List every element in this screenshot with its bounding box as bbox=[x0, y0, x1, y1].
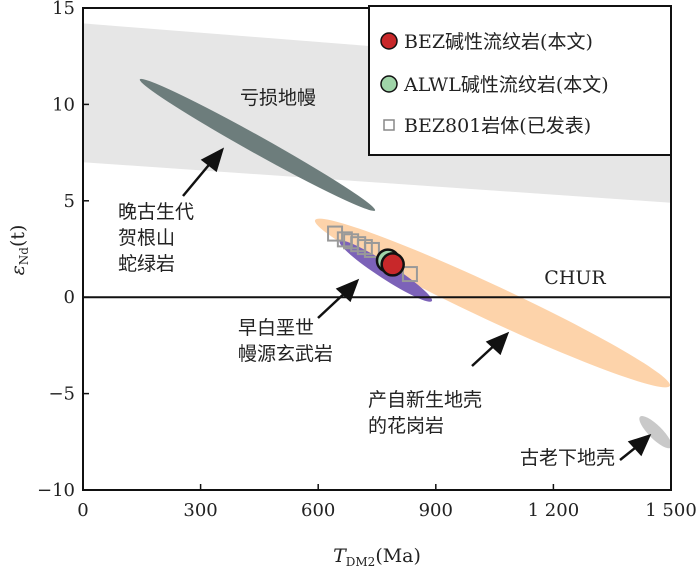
region-c9c9c9 bbox=[639, 416, 671, 449]
y-tick-label: −5 bbox=[48, 384, 75, 405]
legend-marker-bez bbox=[380, 32, 398, 50]
label-ophiolite-2: 贺根山 bbox=[118, 227, 175, 249]
chur-label: CHUR bbox=[544, 267, 606, 289]
y-axis-label: εNd(t) bbox=[7, 225, 31, 276]
region-6d7d7c bbox=[139, 78, 376, 211]
legend-label-bez: BEZ碱性流纹岩(本文) bbox=[404, 31, 593, 53]
legend-label-bez801: BEZ801岩体(已发表) bbox=[404, 115, 591, 137]
axis-ticks: 0 300 600 900 1 200 1 500 −10 −5 0 5 10 15 bbox=[37, 0, 697, 521]
label-basalt-2: 幔源玄武岩 bbox=[238, 343, 333, 365]
point-bez bbox=[380, 252, 405, 277]
point-bez801 bbox=[363, 241, 380, 258]
label-juvenile-2: 的花岗岩 bbox=[368, 415, 444, 437]
x-tick-label: 600 bbox=[301, 500, 335, 521]
data-points bbox=[327, 225, 418, 283]
x-tick-label: 0 bbox=[77, 500, 88, 521]
x-tick-label: 300 bbox=[183, 500, 217, 521]
legend-marker-alwl bbox=[380, 75, 398, 93]
label-ophiolite-1: 晚古生代 bbox=[118, 201, 194, 223]
legend: BEZ碱性流纹岩(本文) ALWL碱性流纹岩(本文) BEZ801岩体(已发表) bbox=[368, 5, 672, 156]
x-tick-label: 1 200 bbox=[528, 500, 580, 521]
x-tick-label: 900 bbox=[419, 500, 453, 521]
legend-label-alwl: ALWL碱性流纹岩(本文) bbox=[403, 74, 609, 96]
label-basalt-1: 早白垩世 bbox=[238, 317, 314, 339]
legend-marker-bez801 bbox=[383, 119, 395, 131]
point-bez801 bbox=[401, 266, 418, 283]
label-lower-crust: 古老下地壳 bbox=[520, 447, 615, 469]
x-axis-label: TDM2(Ma) bbox=[333, 545, 421, 569]
arrows bbox=[182, 147, 652, 461]
label-juvenile-1: 产自新生地壳 bbox=[368, 389, 482, 411]
region-fdd3aa bbox=[314, 218, 670, 388]
y-tick-label: 15 bbox=[52, 0, 75, 19]
y-tick-label: 0 bbox=[64, 287, 75, 308]
point-bez801 bbox=[327, 225, 344, 242]
label-ophiolite-3: 蛇绿岩 bbox=[118, 253, 175, 275]
x-tick-label: 1 500 bbox=[645, 500, 697, 521]
y-tick-label: 5 bbox=[64, 191, 75, 212]
label-depleted-mantle: 亏损地幔 bbox=[240, 87, 316, 109]
y-tick-label: −10 bbox=[37, 480, 75, 501]
y-tick-label: 10 bbox=[52, 94, 75, 115]
